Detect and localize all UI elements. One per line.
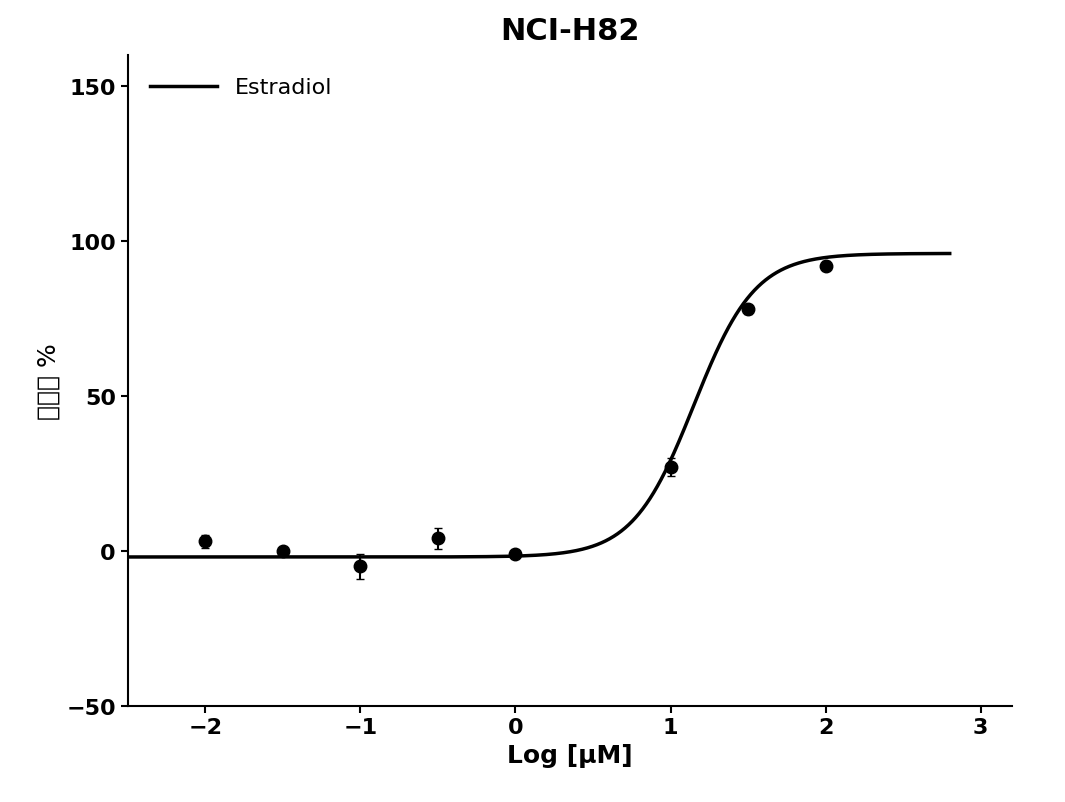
Legend: Estradiol: Estradiol <box>138 67 343 109</box>
Estradiol <box>163 553 176 562</box>
Estradiol <box>944 249 956 259</box>
Y-axis label: 抑制率 %: 抑制率 % <box>37 342 61 419</box>
Estradiol <box>769 269 782 279</box>
Line: Estradiol: Estradiol <box>128 254 950 557</box>
Estradiol <box>521 551 534 561</box>
Estradiol <box>919 249 932 259</box>
Estradiol <box>121 553 134 562</box>
X-axis label: Log [μM]: Log [μM] <box>507 743 633 767</box>
Estradiol <box>499 552 512 561</box>
Title: NCI-H82: NCI-H82 <box>501 17 639 46</box>
Estradiol <box>919 249 932 259</box>
